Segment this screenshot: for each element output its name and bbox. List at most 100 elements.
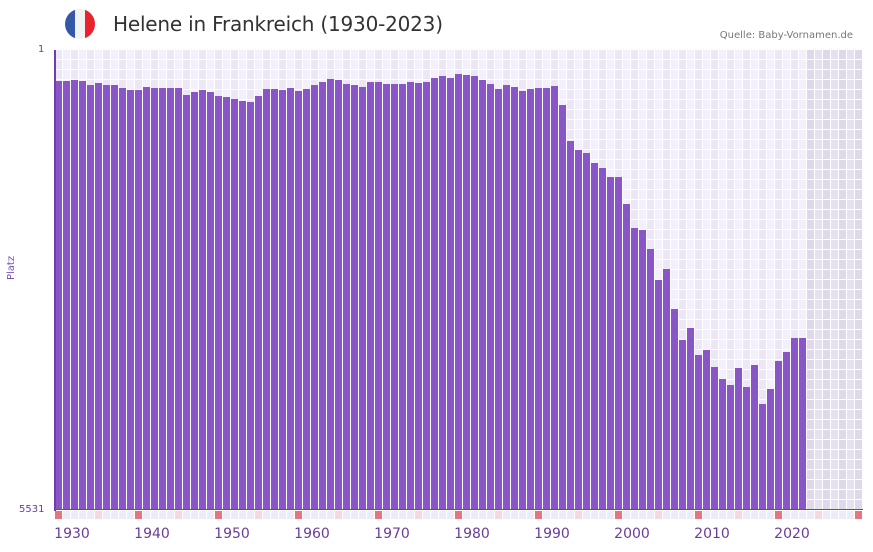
year-marker <box>719 511 726 519</box>
bar-1966 <box>343 84 350 510</box>
year-marker <box>183 511 190 519</box>
bar-1983 <box>479 80 486 510</box>
year-marker <box>127 511 134 519</box>
bar-1987 <box>511 87 518 510</box>
bar-1965 <box>335 80 342 510</box>
bar-2000 <box>615 177 622 510</box>
bar-1942 <box>151 88 158 510</box>
year-marker <box>447 511 454 519</box>
x-axis-label: 1960 <box>294 526 330 542</box>
year-marker <box>503 511 510 519</box>
year-marker <box>655 511 662 519</box>
bar-1947 <box>191 92 198 510</box>
x-axis-line <box>55 509 863 510</box>
year-marker <box>551 511 558 519</box>
bar-1962 <box>311 85 318 510</box>
year-marker <box>615 511 622 519</box>
year-marker <box>55 511 62 519</box>
bar-1963 <box>319 82 326 510</box>
year-marker <box>311 511 318 519</box>
bar-1967 <box>351 85 358 510</box>
year-marker <box>759 511 766 519</box>
year-marker <box>407 511 414 519</box>
flag-stripe-blue <box>65 9 75 39</box>
x-axis-label: 1970 <box>374 526 410 542</box>
year-marker <box>87 511 94 519</box>
year-marker <box>463 511 470 519</box>
year-marker <box>487 511 494 519</box>
year-marker <box>783 511 790 519</box>
year-marker <box>471 511 478 519</box>
year-marker <box>239 511 246 519</box>
year-marker <box>167 511 174 519</box>
year-marker <box>375 511 382 519</box>
bar-1960 <box>295 91 302 510</box>
year-marker <box>519 511 526 519</box>
year-marker <box>423 511 430 519</box>
bar-1971 <box>383 84 390 510</box>
bar-1986 <box>503 85 510 510</box>
year-marker <box>639 511 646 519</box>
bar-2010 <box>695 355 702 510</box>
bar-2003 <box>639 230 646 510</box>
bar-1991 <box>543 88 550 510</box>
bar-1937 <box>111 85 118 510</box>
bar-1998 <box>599 167 606 510</box>
bar-1935 <box>95 83 102 510</box>
flag-stripe-white <box>75 9 85 39</box>
year-marker <box>223 511 230 519</box>
x-axis-label: 1930 <box>54 526 90 542</box>
year-marker <box>583 511 590 519</box>
x-axis-label: 2010 <box>694 526 730 542</box>
year-marker <box>335 511 342 519</box>
bar-2017 <box>751 365 758 510</box>
year-marker <box>263 511 270 519</box>
year-marker <box>831 511 838 519</box>
year-marker <box>383 511 390 519</box>
bar-1933 <box>79 81 86 510</box>
year-marker <box>647 511 654 519</box>
bar-1938 <box>119 88 126 510</box>
bar-1980 <box>455 74 462 510</box>
year-marker <box>791 511 798 519</box>
year-marker <box>71 511 78 519</box>
bar-1954 <box>247 102 254 510</box>
year-marker <box>511 511 518 519</box>
year-marker <box>63 511 70 519</box>
year-marker <box>591 511 598 519</box>
year-marker <box>79 511 86 519</box>
bar-1936 <box>103 85 110 510</box>
year-marker <box>679 511 686 519</box>
year-marker <box>535 511 542 519</box>
bar-1995 <box>575 150 582 510</box>
year-marker <box>215 511 222 519</box>
bar-1992 <box>551 86 558 510</box>
year-marker <box>175 511 182 519</box>
y-axis-line <box>54 50 56 511</box>
bar-1976 <box>423 82 430 510</box>
year-marker <box>351 511 358 519</box>
bar-1944 <box>167 88 174 510</box>
bar-2001 <box>623 203 630 510</box>
bar-1955 <box>255 96 262 510</box>
year-marker <box>143 511 150 519</box>
year-marker <box>607 511 614 519</box>
year-marker <box>799 511 806 519</box>
bar-1997 <box>591 162 598 510</box>
bar-2020 <box>775 361 782 510</box>
year-marker <box>767 511 774 519</box>
source-label: Quelle: Baby-Vornamen.de <box>719 30 853 41</box>
year-marker <box>543 511 550 519</box>
year-marker <box>527 511 534 519</box>
bar-2019 <box>767 389 774 510</box>
bar-2006 <box>663 269 670 510</box>
bar-2014 <box>727 385 734 510</box>
bar-1961 <box>303 89 310 510</box>
year-marker <box>359 511 366 519</box>
year-marker <box>479 511 486 519</box>
year-marker <box>815 511 822 519</box>
bar-2018 <box>759 404 766 510</box>
year-marker <box>247 511 254 519</box>
year-marker <box>119 511 126 519</box>
x-axis-labels: 1930 1940 1950 1960 1970 1980 1990 2000 2010 2020 <box>0 526 873 546</box>
